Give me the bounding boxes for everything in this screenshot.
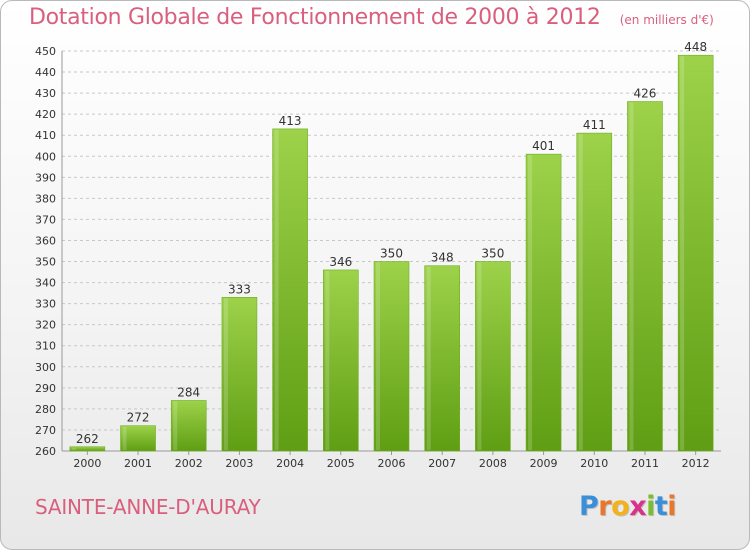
x-tick-label: 2010 [580, 457, 608, 470]
x-tick-label: 2000 [73, 457, 101, 470]
x-tick-label: 2011 [631, 457, 659, 470]
bar-sheen [173, 401, 178, 450]
bar-sheen [223, 298, 228, 450]
bar-2000 [69, 446, 106, 452]
y-tick-label: 410 [35, 129, 56, 142]
chart-subtitle: (en milliers d'€) [619, 13, 714, 27]
y-tick-label: 440 [35, 66, 56, 79]
bar-2006 [373, 261, 410, 452]
y-tick-label: 280 [35, 403, 56, 416]
proxiti-logo: Proxiti [579, 491, 677, 522]
y-tick-label: 310 [35, 340, 56, 353]
value-label: 350 [380, 247, 403, 261]
bar-2007 [424, 265, 460, 452]
value-label: 348 [431, 251, 454, 265]
bar-2009 [525, 153, 562, 452]
value-label: 346 [329, 255, 352, 269]
bar-2002 [170, 400, 207, 452]
chart-title: Dotation Globale de Fonctionnement de 20… [29, 5, 601, 30]
bar-2008 [475, 261, 511, 452]
x-tick-label: 2012 [682, 457, 710, 470]
bars [69, 54, 714, 452]
bar-sheen [629, 102, 634, 451]
value-label: 333 [228, 282, 251, 296]
value-label: 448 [684, 40, 707, 54]
y-tick-label: 340 [35, 277, 56, 290]
x-tick-label: 2002 [175, 457, 203, 470]
y-tick-label: 330 [35, 298, 56, 311]
y-tick-label: 360 [35, 234, 56, 247]
bar-sheen [680, 56, 685, 451]
value-label: 411 [583, 118, 606, 132]
y-tick-label: 450 [35, 45, 56, 58]
logo-letter: t [654, 491, 668, 522]
city-name: SAINTE-ANNE-D'AURAY [35, 495, 261, 519]
x-tick-label: 2001 [124, 457, 152, 470]
value-label: 284 [177, 385, 200, 399]
bar-sheen [71, 447, 76, 450]
bar-sheen [325, 270, 330, 450]
logo-letter: o [611, 491, 630, 522]
y-tick-label: 380 [35, 192, 56, 205]
bar-sheen [426, 266, 431, 450]
value-label: 272 [127, 411, 150, 425]
x-tick-label: 2008 [479, 457, 507, 470]
y-tick-label: 430 [35, 87, 56, 100]
logo-letter: i [667, 491, 677, 522]
value-label: 413 [279, 114, 302, 128]
y-tick-label: 390 [35, 171, 56, 184]
bar-sheen [578, 134, 583, 450]
y-tick-label: 290 [35, 382, 56, 395]
logo-letter: x [629, 491, 647, 522]
value-labels: 262 272 284 333 413 346 350 348 350 401 411 426 448 [76, 40, 707, 446]
bar-2012 [677, 54, 714, 452]
title-block: Dotation Globale de Fonctionnement de 20… [29, 5, 714, 30]
x-tick-label: 2005 [327, 457, 355, 470]
y-tick-label: 270 [35, 424, 56, 437]
value-label: 426 [634, 87, 657, 101]
bar-2011 [627, 101, 663, 452]
bar-2003 [221, 297, 258, 452]
y-tick-label: 300 [35, 361, 56, 374]
x-tick-label: 2004 [276, 457, 304, 470]
bar-sheen [528, 155, 533, 450]
bar-2005 [323, 269, 359, 452]
x-tick-label: 2003 [225, 457, 253, 470]
x-tick-label: 2009 [530, 457, 558, 470]
x-tick-label: 2006 [378, 457, 406, 470]
bar-2010 [576, 132, 613, 452]
x-tick-label: 2007 [428, 457, 456, 470]
bar-sheen [122, 426, 127, 450]
value-label: 401 [532, 139, 555, 153]
y-tick-label: 420 [35, 108, 56, 121]
y-tick-label: 320 [35, 319, 56, 332]
y-tick-label: 400 [35, 150, 56, 163]
y-tick-label: 370 [35, 213, 56, 226]
y-tick-label: 350 [35, 256, 56, 269]
bar-sheen [376, 262, 380, 450]
logo-letter: P [579, 491, 599, 522]
value-label: 262 [76, 432, 99, 446]
logo-letter: r [598, 491, 612, 522]
bar-sheen [274, 129, 279, 451]
bar-sheen [477, 262, 482, 450]
logo-letter: i [646, 491, 655, 522]
bar-2001 [120, 425, 156, 452]
y-tick-label: 260 [35, 445, 56, 458]
value-label: 350 [481, 247, 504, 261]
bar-2004 [272, 128, 308, 452]
